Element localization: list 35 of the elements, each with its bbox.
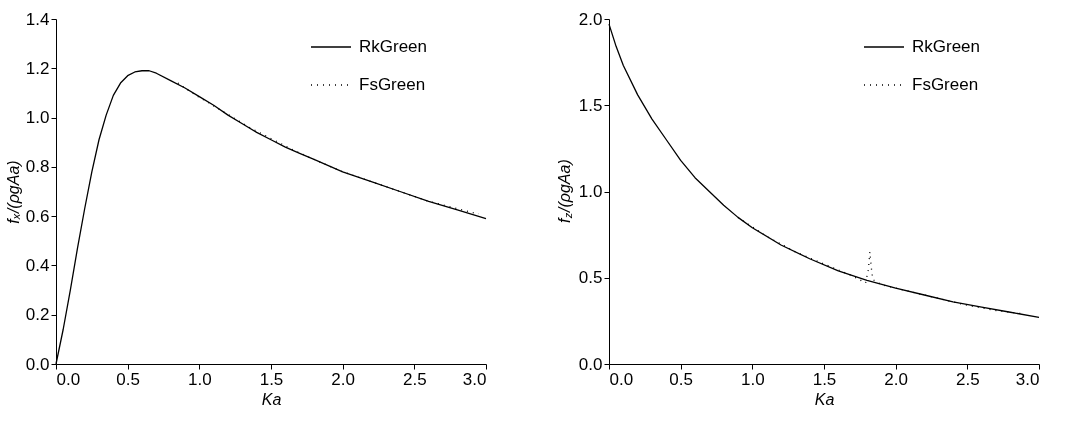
y-tick-label: 1.4 bbox=[25, 9, 50, 29]
x-tick-label: 3.0 bbox=[1015, 369, 1040, 389]
x-tick-label: 0.5 bbox=[116, 369, 140, 389]
x-tick-label: 3.0 bbox=[462, 369, 487, 389]
y-tick-label: 1.0 bbox=[578, 182, 603, 201]
x-tick-label: 1.0 bbox=[741, 369, 765, 389]
y-axis-title: fₓ/(ρgAa) bbox=[4, 160, 22, 224]
y-tick-label: 0.2 bbox=[25, 305, 50, 325]
legend-label: RkGreen bbox=[359, 37, 428, 56]
y-tick-label: 1.5 bbox=[578, 95, 603, 115]
x-tick-label: 0.5 bbox=[669, 369, 693, 389]
y-tick-label: 0.5 bbox=[578, 268, 603, 288]
legend-label: FsGreen bbox=[359, 75, 426, 94]
legend-label: FsGreen bbox=[912, 75, 979, 94]
x-axis-title: Ka bbox=[261, 390, 282, 408]
x-tick-label: 1.5 bbox=[812, 369, 837, 389]
y-tick-label: 0.8 bbox=[25, 157, 50, 177]
x-tick-label: 0.0 bbox=[56, 369, 81, 389]
y-tick-label: 1.2 bbox=[25, 58, 50, 78]
y-tick-label: 0.4 bbox=[25, 255, 50, 275]
y-axis-title: fz/(ρgAa) bbox=[556, 159, 574, 223]
x-tick-label: 2.5 bbox=[403, 369, 427, 389]
y-tick-label: 0.6 bbox=[25, 206, 50, 226]
x-axis-title: Ka bbox=[814, 390, 835, 408]
y-tick-label: 0.0 bbox=[578, 354, 603, 374]
y-tick-label: 2.0 bbox=[578, 9, 603, 29]
y-tick-label: 0.0 bbox=[25, 354, 50, 374]
x-tick-label: 2.5 bbox=[956, 369, 980, 389]
x-tick-label: 0.0 bbox=[609, 369, 634, 389]
x-tick-label: 2.0 bbox=[884, 369, 908, 389]
x-tick-label: 1.0 bbox=[188, 369, 212, 389]
legend-label: RkGreen bbox=[912, 37, 981, 56]
x-tick-label: 2.0 bbox=[331, 369, 355, 389]
x-tick-label: 1.5 bbox=[259, 369, 284, 389]
y-tick-label: 1.0 bbox=[25, 108, 50, 128]
